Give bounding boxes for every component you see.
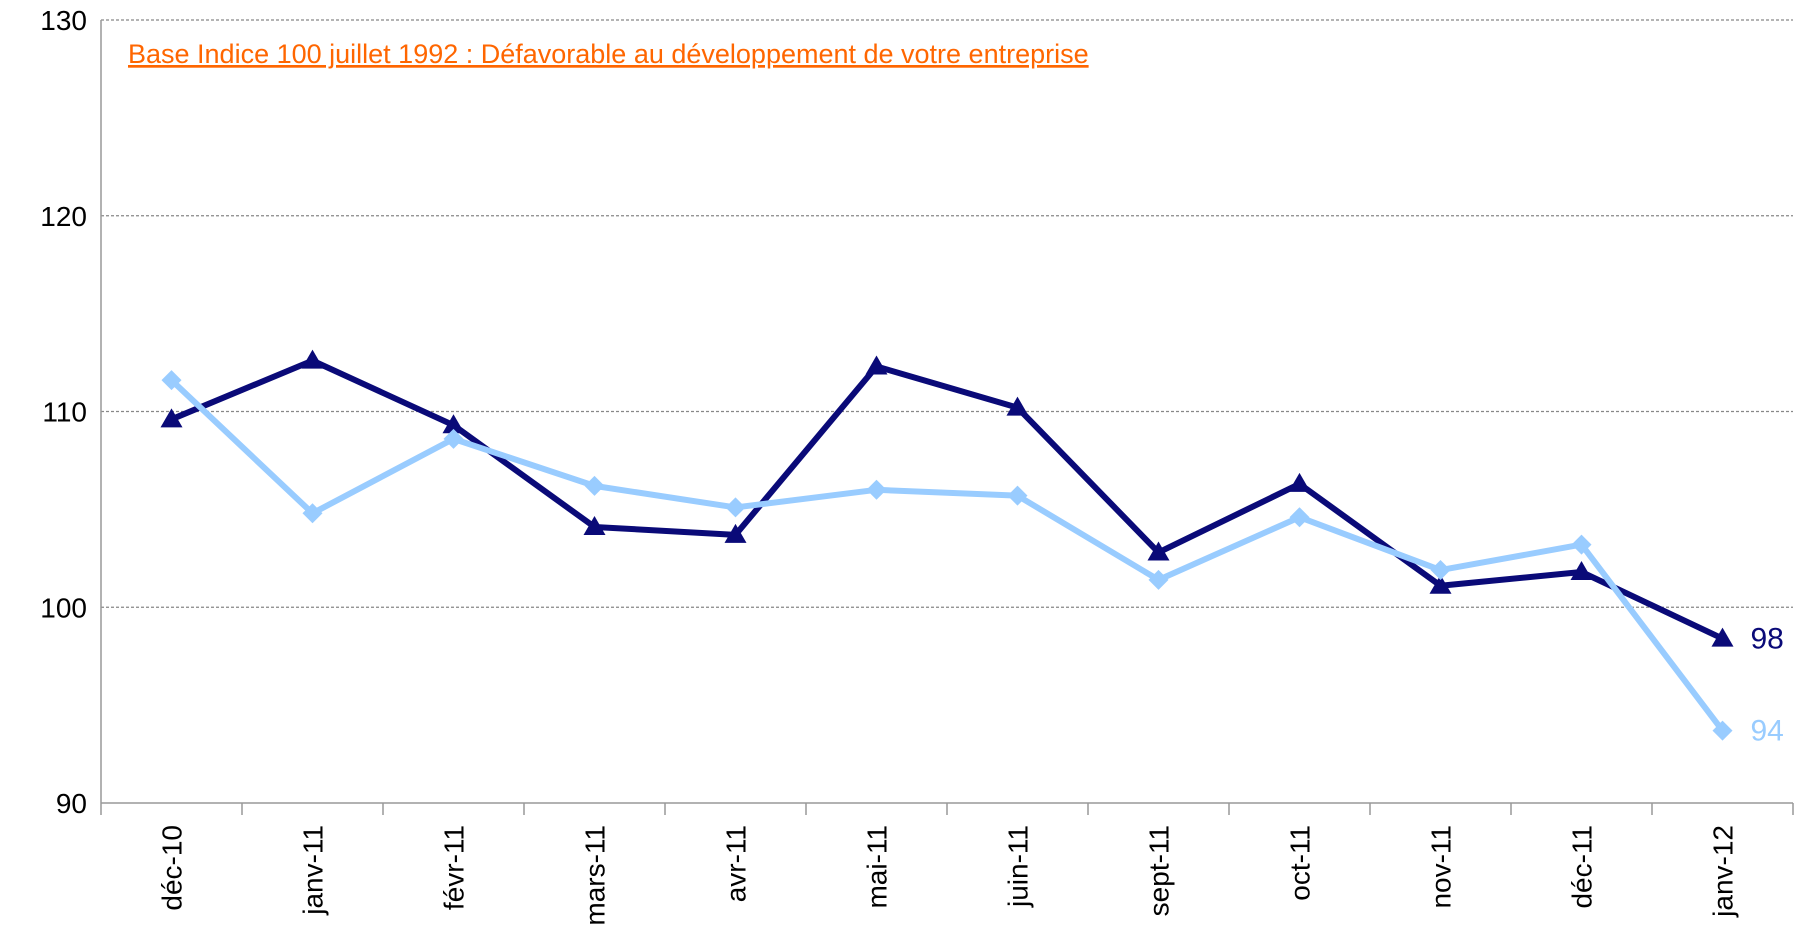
x-tick-label: janv-11: [298, 825, 329, 916]
x-tick-label: juin-11: [1003, 825, 1034, 908]
y-tick-label: 130: [40, 5, 87, 36]
marker: [724, 523, 747, 543]
y-tick-label: 100: [40, 592, 87, 623]
marker: [1430, 560, 1451, 581]
marker: [866, 479, 887, 500]
x-tick-label: déc-11: [1567, 825, 1598, 909]
x-tick-label: janv-12: [1708, 825, 1739, 918]
marker: [584, 475, 605, 496]
x-tick-label: févr-11: [439, 825, 470, 910]
marker: [302, 503, 323, 524]
marker: [583, 515, 606, 535]
marker: [1148, 569, 1169, 590]
value-label: 98: [1751, 623, 1784, 656]
marker: [160, 408, 183, 428]
marker: [442, 414, 465, 434]
series-line: [170, 357, 1724, 642]
x-tick-label: nov-11: [1426, 825, 1457, 909]
x-tick-label: déc-10: [157, 825, 188, 911]
marker: [1570, 561, 1593, 581]
marker: [1571, 534, 1592, 555]
marker: [1712, 720, 1733, 741]
marker: [1007, 485, 1028, 506]
y-tick-label: 110: [42, 397, 87, 428]
marker: [865, 355, 888, 375]
x-tick-label: sept-11: [1144, 825, 1175, 916]
x-tick-label: oct-11: [1285, 825, 1316, 901]
y-tick-label: 90: [56, 788, 87, 819]
x-tick-label: avr-11: [721, 825, 752, 902]
marker: [443, 428, 464, 449]
marker: [301, 349, 324, 369]
y-tick-label: 120: [40, 201, 87, 232]
x-tick-label: mai-11: [862, 825, 893, 909]
marker: [1429, 574, 1452, 594]
marker: [1288, 472, 1311, 492]
annotation: Base Indice 100 juillet 1992 : Défavorab…: [128, 39, 1089, 69]
marker: [161, 370, 182, 391]
marker: [1006, 396, 1029, 416]
marker: [1147, 541, 1170, 561]
marker: [1289, 507, 1310, 528]
series-line: [169, 377, 1725, 733]
value-label: 94: [1751, 715, 1784, 748]
marker: [725, 497, 746, 518]
marker: [1711, 627, 1734, 647]
x-tick-label: mars-11: [580, 825, 611, 926]
